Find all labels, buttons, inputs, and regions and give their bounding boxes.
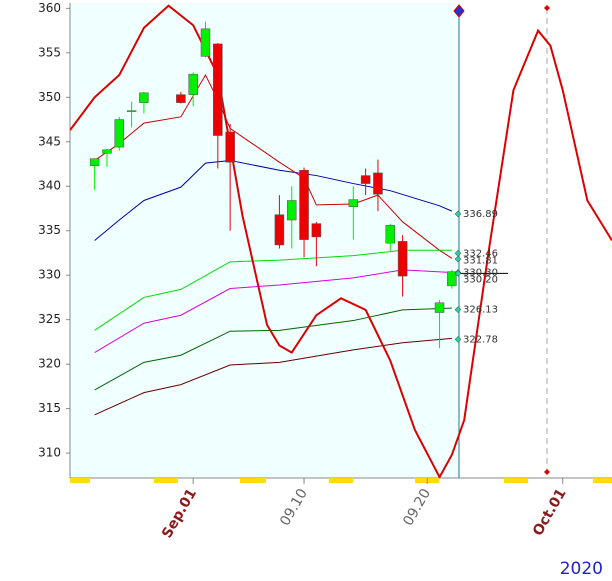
annotation-label: 322.78 <box>463 334 498 345</box>
y-tick-label: 310 <box>38 446 61 460</box>
series-line <box>94 74 453 259</box>
weekend-band <box>504 478 528 483</box>
y-tick-label: 325 <box>38 312 61 326</box>
weekend-band <box>593 478 612 483</box>
candle-body <box>176 94 186 103</box>
y-tick-label: 330 <box>38 268 61 282</box>
candle-body <box>311 223 322 238</box>
y-tick-label: 320 <box>38 357 61 371</box>
weekend-band <box>70 478 90 483</box>
candle-body <box>286 200 297 221</box>
candle-body <box>200 28 211 57</box>
y-tick-label: 345 <box>38 134 61 148</box>
candle-body <box>102 149 112 154</box>
candle-body <box>274 214 285 246</box>
year-label: 2020 <box>560 559 603 579</box>
annotation-marker <box>454 336 462 343</box>
candle-body <box>434 302 445 313</box>
candle-body <box>373 172 383 195</box>
weekend-band <box>329 478 353 483</box>
annotation-marker <box>454 270 462 277</box>
y-tick-label: 360 <box>38 1 61 15</box>
plot-background <box>70 3 459 478</box>
series-line <box>70 4 612 478</box>
y-tick-label: 355 <box>38 45 61 59</box>
candle-body <box>385 225 396 244</box>
annotation-label: 331.81 <box>463 255 498 266</box>
candle-body <box>299 169 309 240</box>
y-tick-label: 335 <box>38 223 61 237</box>
decor <box>69 3 612 483</box>
candle-body <box>114 119 125 148</box>
x-tick-label: Sep.01 <box>159 486 200 541</box>
forecast-marker <box>544 5 550 11</box>
candle-body <box>348 199 359 207</box>
weekend-band <box>154 478 178 483</box>
series-line <box>94 249 452 331</box>
annotation-marker <box>454 255 462 263</box>
candle-body <box>397 241 408 277</box>
candle-body <box>139 92 149 103</box>
candle-body <box>188 73 198 95</box>
x-tick-label: Oct.01 <box>530 486 570 539</box>
series-line <box>94 337 452 416</box>
candle-body <box>213 43 223 136</box>
candle-body <box>447 271 457 287</box>
candle-body <box>89 158 100 167</box>
annotation-label: 336.89 <box>463 209 498 220</box>
annotation-marker <box>454 210 462 218</box>
lines <box>70 4 612 478</box>
cursor-marker <box>453 4 465 18</box>
annotation-label: 330.20 <box>463 275 498 286</box>
series-line <box>94 269 452 354</box>
candle-body <box>360 175 371 184</box>
annotation-label: 330.30 <box>463 268 498 279</box>
y-tick-label: 340 <box>38 179 61 193</box>
y-tick-label: 315 <box>38 401 61 415</box>
series-line <box>94 307 452 391</box>
weekend-band <box>240 478 266 483</box>
y-tick-label: 350 <box>38 90 61 104</box>
candle-body <box>126 110 137 112</box>
x-tick-label: 09.10 <box>277 486 311 529</box>
forecast-marker <box>544 469 550 475</box>
series-line <box>94 159 453 241</box>
candle-body <box>225 131 235 163</box>
annotation-label: 326.13 <box>463 305 498 316</box>
x-tick-label: 09.20 <box>400 486 434 529</box>
annotation-label: 332.46 <box>463 248 498 259</box>
annotation-marker <box>454 306 462 313</box>
